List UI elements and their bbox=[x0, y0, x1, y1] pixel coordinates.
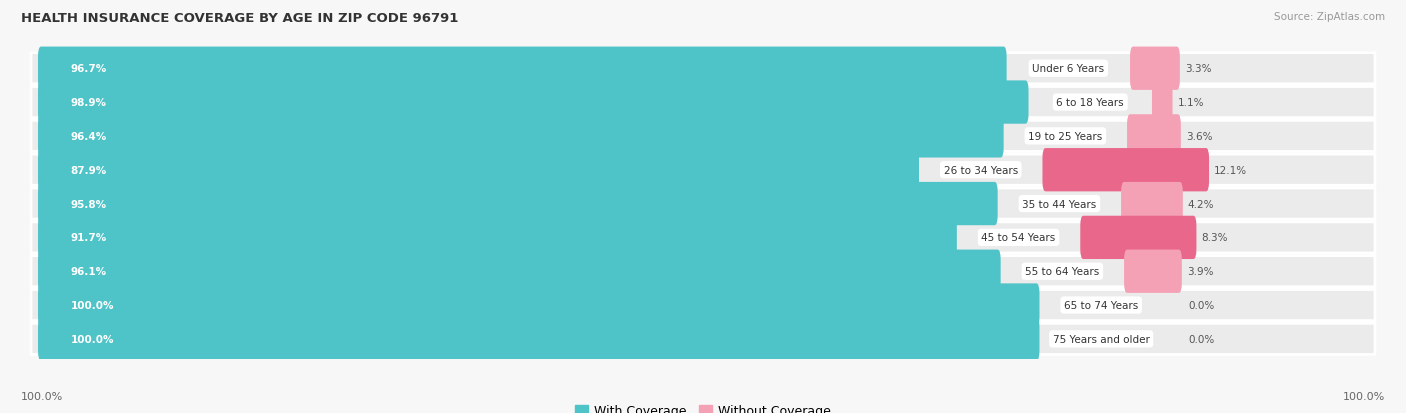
Text: 65 to 74 Years: 65 to 74 Years bbox=[1064, 300, 1139, 310]
Text: 0.0%: 0.0% bbox=[1189, 334, 1215, 344]
Text: 3.6%: 3.6% bbox=[1185, 132, 1212, 142]
Text: 96.4%: 96.4% bbox=[70, 132, 107, 142]
FancyBboxPatch shape bbox=[38, 47, 1007, 91]
FancyBboxPatch shape bbox=[31, 256, 1375, 287]
Text: 87.9%: 87.9% bbox=[70, 165, 107, 175]
Text: 4.2%: 4.2% bbox=[1188, 199, 1215, 209]
FancyBboxPatch shape bbox=[1121, 183, 1182, 225]
FancyBboxPatch shape bbox=[38, 284, 1039, 327]
Text: 100.0%: 100.0% bbox=[21, 391, 63, 401]
FancyBboxPatch shape bbox=[1152, 81, 1173, 124]
FancyBboxPatch shape bbox=[38, 183, 998, 225]
Text: 3.9%: 3.9% bbox=[1187, 266, 1213, 277]
Legend: With Coverage, Without Coverage: With Coverage, Without Coverage bbox=[571, 399, 835, 413]
Text: 75 Years and older: 75 Years and older bbox=[1053, 334, 1150, 344]
Text: 0.0%: 0.0% bbox=[1189, 300, 1215, 310]
Text: 35 to 44 Years: 35 to 44 Years bbox=[1022, 199, 1097, 209]
FancyBboxPatch shape bbox=[38, 115, 1004, 158]
FancyBboxPatch shape bbox=[38, 81, 1029, 124]
FancyBboxPatch shape bbox=[31, 54, 1375, 85]
Text: 100.0%: 100.0% bbox=[70, 300, 114, 310]
FancyBboxPatch shape bbox=[31, 188, 1375, 220]
FancyBboxPatch shape bbox=[38, 149, 920, 192]
Text: 6 to 18 Years: 6 to 18 Years bbox=[1056, 98, 1123, 108]
Text: 3.3%: 3.3% bbox=[1185, 64, 1212, 74]
Text: 100.0%: 100.0% bbox=[1343, 391, 1385, 401]
FancyBboxPatch shape bbox=[1080, 216, 1197, 259]
Text: Source: ZipAtlas.com: Source: ZipAtlas.com bbox=[1274, 12, 1385, 22]
Text: Under 6 Years: Under 6 Years bbox=[1032, 64, 1104, 74]
Text: 96.1%: 96.1% bbox=[70, 266, 107, 277]
FancyBboxPatch shape bbox=[31, 87, 1375, 119]
Text: 12.1%: 12.1% bbox=[1213, 165, 1247, 175]
Text: 55 to 64 Years: 55 to 64 Years bbox=[1025, 266, 1099, 277]
FancyBboxPatch shape bbox=[31, 290, 1375, 321]
Text: 26 to 34 Years: 26 to 34 Years bbox=[943, 165, 1018, 175]
Text: 8.3%: 8.3% bbox=[1201, 233, 1227, 243]
Text: 96.7%: 96.7% bbox=[70, 64, 107, 74]
Text: 1.1%: 1.1% bbox=[1178, 98, 1205, 108]
FancyBboxPatch shape bbox=[38, 216, 957, 259]
FancyBboxPatch shape bbox=[31, 155, 1375, 186]
FancyBboxPatch shape bbox=[1123, 250, 1182, 293]
Text: 91.7%: 91.7% bbox=[70, 233, 107, 243]
FancyBboxPatch shape bbox=[1130, 47, 1180, 91]
FancyBboxPatch shape bbox=[38, 250, 1001, 293]
FancyBboxPatch shape bbox=[1042, 149, 1209, 192]
Text: 45 to 54 Years: 45 to 54 Years bbox=[981, 233, 1056, 243]
FancyBboxPatch shape bbox=[31, 323, 1375, 355]
FancyBboxPatch shape bbox=[31, 222, 1375, 253]
FancyBboxPatch shape bbox=[31, 121, 1375, 152]
Text: 100.0%: 100.0% bbox=[70, 334, 114, 344]
Text: 95.8%: 95.8% bbox=[70, 199, 107, 209]
FancyBboxPatch shape bbox=[38, 318, 1039, 361]
FancyBboxPatch shape bbox=[1128, 115, 1181, 158]
Text: 19 to 25 Years: 19 to 25 Years bbox=[1028, 132, 1102, 142]
Text: HEALTH INSURANCE COVERAGE BY AGE IN ZIP CODE 96791: HEALTH INSURANCE COVERAGE BY AGE IN ZIP … bbox=[21, 12, 458, 25]
Text: 98.9%: 98.9% bbox=[70, 98, 107, 108]
